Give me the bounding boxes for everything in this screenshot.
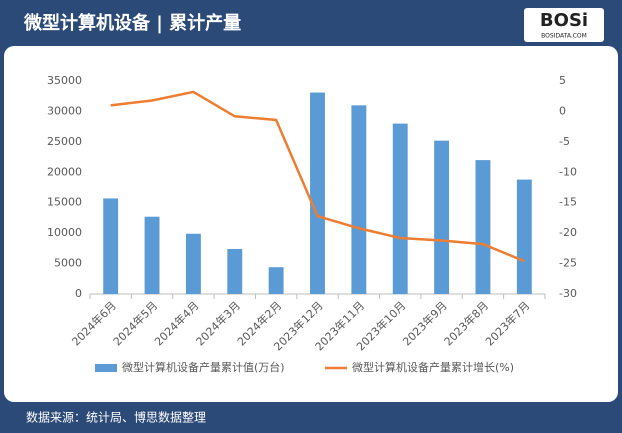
y-tick-label: 15000 [47, 196, 82, 209]
legend-label: 微型计算机设备产量累计增长(%) [352, 360, 514, 374]
y2-tick-label: -20 [559, 226, 577, 239]
y2-tick-label: -25 [559, 257, 577, 270]
bar [392, 123, 408, 294]
bar [310, 92, 325, 294]
legend-label: 微型计算机设备产量累计值(万台) [122, 360, 285, 374]
bar [185, 233, 201, 294]
chart-title: 微型计算机设备 | 累计产量 [23, 12, 241, 34]
bar [434, 140, 450, 294]
bar [475, 160, 491, 294]
bar [516, 179, 532, 294]
logo-sub: BOSIDATA.COM [541, 33, 587, 40]
y-tick-label: 0 [75, 287, 82, 300]
logo: BOSi [540, 10, 588, 31]
y-tick-label: 35000 [47, 74, 82, 87]
y-tick-label: 5000 [54, 257, 82, 270]
y2-tick-label: 0 [559, 104, 566, 117]
bar [268, 267, 284, 294]
y2-tick-label: -15 [559, 196, 577, 209]
y-tick-label: 30000 [47, 104, 82, 117]
logo-box [524, 8, 604, 42]
y-tick-label: 20000 [47, 165, 82, 178]
y2-tick-label: -10 [559, 165, 577, 178]
bar [144, 216, 160, 294]
y2-tick-label: -30 [559, 287, 577, 300]
bar [227, 248, 243, 294]
y2-tick-label: -5 [559, 135, 570, 148]
source: 数据来源：统计局、博思数据整理 [26, 410, 206, 425]
line [110, 90, 525, 263]
y-tick-label: 10000 [47, 226, 82, 239]
legend-swatch [95, 364, 117, 372]
y2-tick-label: 5 [559, 74, 566, 87]
bar [351, 105, 367, 294]
bar [103, 198, 119, 294]
y-tick-label: 25000 [47, 135, 82, 148]
